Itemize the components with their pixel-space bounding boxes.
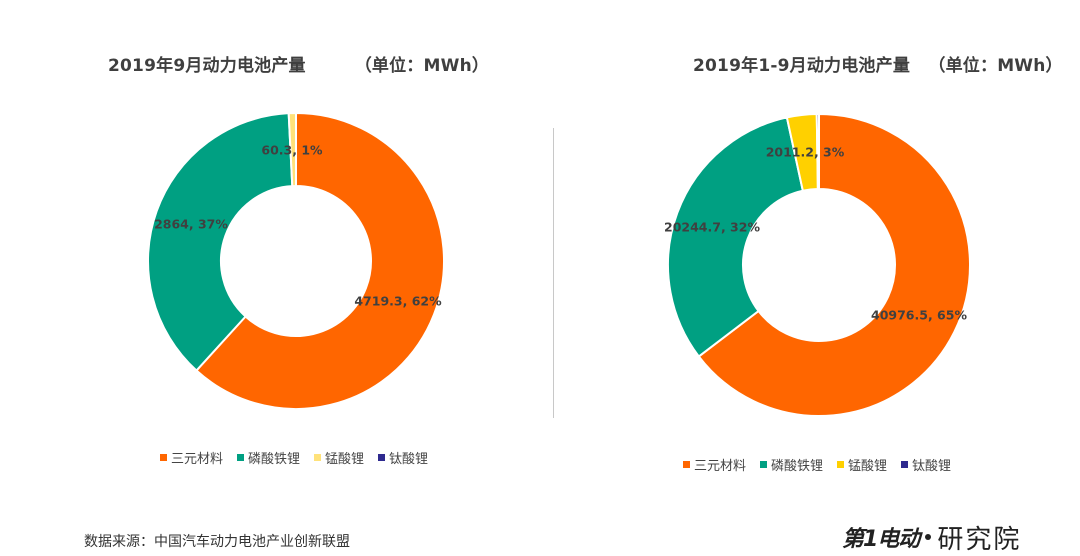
data-label-1-2: 2011.2, 3%: [766, 145, 845, 160]
legend-item-0-3: 钛酸锂: [378, 448, 428, 467]
donut-slice-0-2: [287, 111, 297, 188]
legend-label-1-0: 三元材料: [694, 459, 747, 474]
data-label-1-0: 40976.5, 65%: [871, 308, 967, 323]
legend-left: 三元材料 磷酸铁锂 锰酸锂 钛酸锂: [160, 448, 428, 467]
donut-slice-1-3: [815, 112, 820, 191]
legend-label-1-2: 锰酸锂: [848, 459, 888, 474]
donut-slice-1-1: [667, 116, 805, 358]
donut-slice-0-1: [147, 112, 294, 372]
legend-item-1-3: 钛酸锂: [901, 455, 951, 474]
logo-dot-icon: [925, 534, 932, 540]
chart-divider: [553, 128, 554, 418]
legend-item-0-1: 磷酸铁锂: [237, 448, 300, 467]
legend-item-1-2: 锰酸锂: [837, 455, 887, 474]
legend-swatch-1-1: [760, 461, 768, 468]
legend-item-1-0: 三元材料: [683, 455, 746, 474]
legend-swatch-0-3: [378, 454, 386, 461]
donut-slice-1-0: [697, 112, 971, 417]
legend-right: 三元材料 磷酸铁锂 锰酸锂 钛酸锂: [683, 455, 951, 474]
legend-swatch-0-0: [160, 454, 167, 461]
chart-title-right: 2019年1-9月动力电池产量 （单位：MWh）: [693, 56, 1063, 76]
legend-label-1-1: 磷酸铁锂: [771, 459, 824, 474]
legend-swatch-0-2: [314, 454, 322, 461]
legend-item-0-2: 锰酸锂: [314, 448, 364, 467]
legend-swatch-0-1: [237, 454, 245, 461]
chart-title-left: 2019年9月动力电池产量 （单位：MWh）: [108, 56, 490, 76]
data-label-0-0: 4719.3, 62%: [354, 294, 442, 309]
data-label-1-1: 20244.7, 32%: [664, 220, 760, 235]
legend-label-0-0: 三元材料: [171, 452, 224, 467]
logo-mark: 第1电动: [842, 527, 920, 552]
legend-item-1-1: 磷酸铁锂: [760, 455, 823, 474]
legend-label-0-2: 锰酸锂: [325, 452, 365, 467]
legend-swatch-1-0: [683, 461, 690, 468]
legend-label-0-1: 磷酸铁锂: [248, 452, 301, 467]
legend-label-0-3: 钛酸锂: [389, 452, 429, 467]
data-label-0-2: 60.3, 1%: [261, 143, 323, 158]
donut-slice-0-0: [195, 111, 445, 410]
data-source-note: 数据来源：中国汽车动力电池产业创新联盟: [84, 534, 350, 550]
legend-label-1-3: 钛酸锂: [912, 459, 952, 474]
logo-text: 研究院: [937, 524, 1022, 555]
data-label-0-1: 2864, 37%: [154, 217, 228, 232]
legend-item-0-0: 三元材料: [160, 448, 223, 467]
legend-swatch-1-3: [901, 461, 909, 468]
legend-swatch-1-2: [837, 461, 845, 468]
